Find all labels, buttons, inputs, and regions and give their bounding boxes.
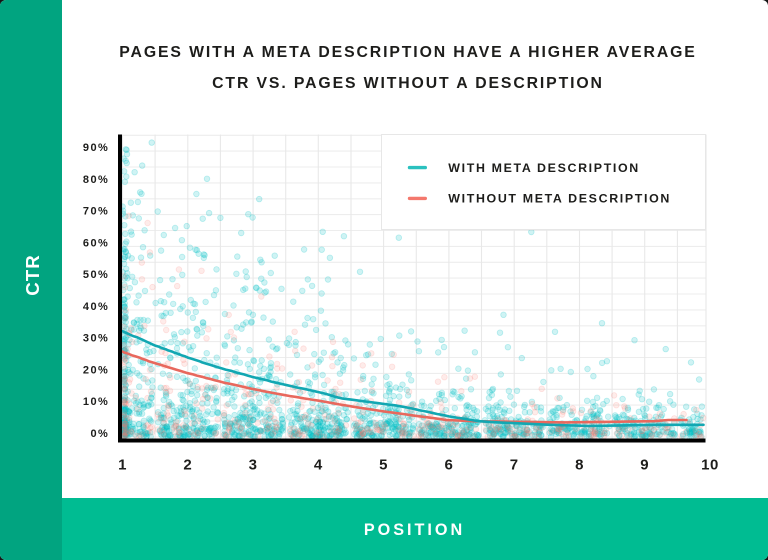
svg-text:30%: 30% xyxy=(83,333,109,345)
svg-text:3: 3 xyxy=(249,457,258,474)
svg-text:CTR: CTR xyxy=(22,254,43,295)
svg-text:2: 2 xyxy=(183,457,192,474)
svg-text:60%: 60% xyxy=(83,237,109,249)
svg-text:90%: 90% xyxy=(83,142,109,154)
svg-text:POSITION: POSITION xyxy=(364,521,465,539)
svg-text:9: 9 xyxy=(640,457,649,474)
svg-text:1: 1 xyxy=(118,457,127,474)
svg-text:10: 10 xyxy=(701,457,719,474)
svg-text:4: 4 xyxy=(314,457,323,474)
svg-text:20%: 20% xyxy=(83,364,109,376)
svg-text:CTR VS. PAGES WITHOUT A DESCRI: CTR VS. PAGES WITHOUT A DESCRIPTION xyxy=(212,75,604,92)
svg-text:10%: 10% xyxy=(83,396,109,408)
svg-text:6: 6 xyxy=(444,457,453,474)
svg-text:70%: 70% xyxy=(83,206,109,218)
svg-text:7: 7 xyxy=(510,457,519,474)
svg-text:40%: 40% xyxy=(83,301,109,313)
svg-text:PAGES WITH A META DESCRIPTION: PAGES WITH A META DESCRIPTION HAVE A HIG… xyxy=(119,44,696,61)
svg-text:WITH META DESCRIPTION: WITH META DESCRIPTION xyxy=(448,161,640,175)
svg-text:50%: 50% xyxy=(83,269,109,281)
svg-text:0%: 0% xyxy=(90,428,109,440)
svg-text:5: 5 xyxy=(379,457,388,474)
svg-text:80%: 80% xyxy=(83,174,109,186)
svg-text:WITHOUT META DESCRIPTION: WITHOUT META DESCRIPTION xyxy=(448,191,671,205)
svg-text:8: 8 xyxy=(575,457,584,474)
